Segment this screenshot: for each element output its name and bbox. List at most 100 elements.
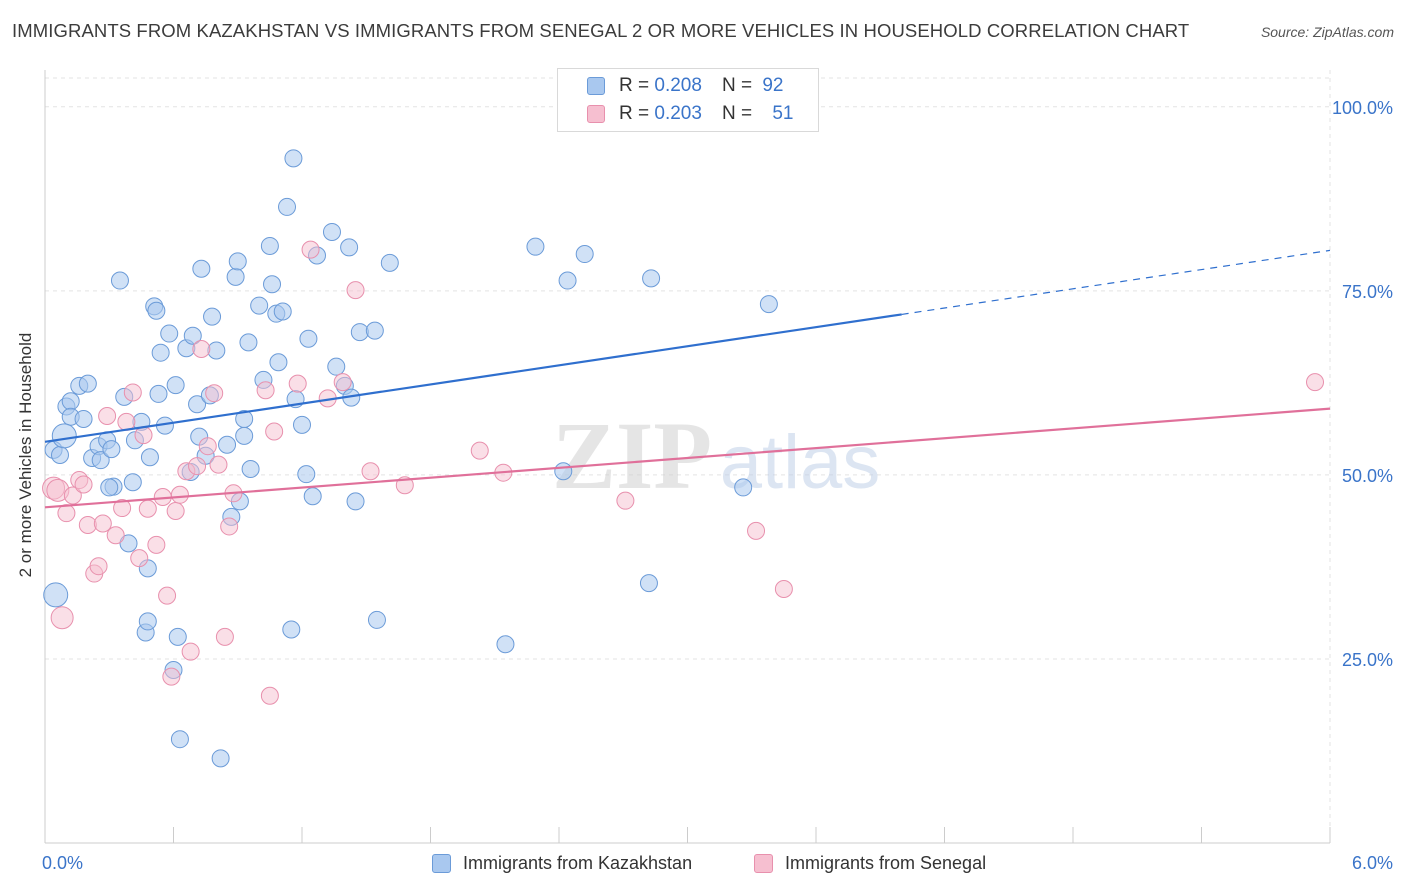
senegal-point bbox=[220, 517, 239, 536]
y-tick-label: 25.0% bbox=[1342, 650, 1393, 670]
legend-r-value: 0.208 bbox=[654, 75, 702, 96]
kazakhstan-point bbox=[160, 324, 179, 343]
kazakhstan-point bbox=[380, 253, 399, 272]
x-tick-label: 0.0% bbox=[42, 853, 83, 873]
senegal-point bbox=[747, 521, 766, 540]
kazakhstan-point bbox=[367, 610, 386, 629]
kazakhstan-point bbox=[218, 435, 237, 454]
bottom-legend-swatch-kazakhstan bbox=[432, 854, 451, 873]
bottom-legend-kazakhstan[interactable]: Immigrants from Kazakhstan bbox=[432, 853, 692, 874]
kazakhstan-point bbox=[183, 326, 202, 345]
kazakhstan-point bbox=[303, 487, 322, 506]
senegal-point bbox=[78, 515, 97, 534]
senegal-point bbox=[98, 407, 117, 426]
kazakhstan-point bbox=[51, 423, 77, 449]
senegal-point bbox=[138, 499, 157, 518]
senegal-point bbox=[209, 455, 228, 474]
kazakhstan-point bbox=[322, 222, 341, 241]
kazakhstan-point bbox=[759, 295, 778, 314]
kazakhstan-point bbox=[61, 392, 80, 411]
senegal-point bbox=[333, 373, 352, 392]
trend-lines bbox=[44, 249, 1331, 509]
kazakhstan-point bbox=[119, 534, 138, 553]
senegal-point bbox=[260, 686, 279, 705]
senegal-point bbox=[93, 514, 112, 533]
x-tick-label: 6.0% bbox=[1352, 853, 1393, 873]
chart-title: IMMIGRANTS FROM KAZAKHSTAN VS IMMIGRANTS… bbox=[12, 20, 1190, 41]
senegal-point bbox=[188, 457, 207, 476]
legend-r-label: R = bbox=[619, 75, 650, 96]
kazakhstan-points bbox=[43, 149, 778, 768]
kazakhstan-point bbox=[734, 478, 753, 497]
senegal-points bbox=[42, 240, 1325, 705]
kazakhstan-point bbox=[170, 730, 189, 749]
kazakhstan-point bbox=[327, 357, 346, 376]
bottom-legend-label: Immigrants from Kazakhstan bbox=[463, 853, 693, 873]
kazakhstan-point bbox=[149, 384, 168, 403]
senegal-point bbox=[147, 535, 166, 554]
kazakhstan-point bbox=[269, 353, 288, 372]
chart-source: Source: ZipAtlas.com bbox=[1260, 24, 1394, 40]
senegal-point bbox=[198, 437, 217, 456]
y-tick-label: 50.0% bbox=[1342, 466, 1393, 486]
kazakhstan-point bbox=[228, 252, 247, 271]
kazakhstan-point bbox=[140, 448, 159, 467]
kazakhstan-point bbox=[192, 259, 211, 278]
legend-row-senegal: R = 0.203 N = 51 bbox=[558, 101, 793, 127]
kazakhstan-point bbox=[151, 343, 170, 362]
tick-labels: 25.0% 50.0% 75.0% 100.0% 0.0% 6.0% bbox=[42, 98, 1393, 873]
kazakhstan-point bbox=[138, 612, 157, 631]
kazakhstan-point bbox=[297, 465, 316, 484]
senegal-point bbox=[63, 486, 82, 505]
senegal-point bbox=[106, 526, 125, 545]
senegal-point bbox=[1306, 373, 1325, 392]
kazakhstan-point bbox=[50, 446, 69, 465]
senegal-point bbox=[162, 667, 181, 686]
legend-n-label: N = bbox=[721, 75, 753, 96]
kazakhstan-point bbox=[168, 627, 187, 646]
kazakhstan-point bbox=[166, 376, 185, 395]
legend-swatch-senegal bbox=[587, 105, 605, 123]
kazakhstan-point bbox=[74, 409, 93, 428]
senegal-point bbox=[265, 422, 284, 441]
senegal-point bbox=[130, 549, 149, 568]
kazakhstan-point bbox=[639, 574, 658, 593]
kazakhstan-point bbox=[293, 415, 311, 434]
senegal-point bbox=[205, 384, 224, 403]
kazakhstan-point bbox=[282, 620, 301, 639]
legend-n-label: N = bbox=[721, 103, 753, 124]
kazakhstan-point bbox=[203, 307, 222, 326]
kazakhstan-point bbox=[78, 374, 97, 393]
kazakhstan-point bbox=[284, 149, 303, 168]
legend: R = 0.208 N = 92 R = 0.203 N = 51 bbox=[557, 68, 819, 132]
legend-r-value: 0.203 bbox=[654, 103, 702, 124]
kazakhstan-point bbox=[239, 333, 258, 352]
kazakhstan-point bbox=[102, 440, 121, 459]
kazakhstan-point bbox=[263, 275, 282, 294]
kazakhstan-point bbox=[526, 237, 545, 256]
kazakhstan-point bbox=[110, 271, 129, 290]
y-tick-label: 100.0% bbox=[1332, 98, 1393, 118]
senegal-point bbox=[158, 586, 177, 605]
legend-row-kazakhstan: R = 0.208 N = 92 bbox=[558, 73, 783, 99]
kazakhstan-point bbox=[226, 267, 245, 286]
kazakhstan-point bbox=[250, 296, 269, 315]
kazakhstan-point bbox=[365, 321, 384, 340]
kazakhstan-point bbox=[91, 451, 110, 470]
senegal-point bbox=[288, 374, 307, 393]
senegal-point bbox=[166, 501, 185, 520]
senegal-trend-line bbox=[44, 407, 1331, 509]
senegal-point bbox=[256, 381, 275, 400]
kazakhstan-point bbox=[558, 271, 577, 290]
kazakhstan-point bbox=[575, 245, 594, 264]
kazakhstan-point bbox=[207, 341, 226, 360]
kazakhstan-point bbox=[188, 395, 207, 414]
senegal-point bbox=[346, 281, 365, 300]
kazakhstan-point bbox=[235, 426, 254, 445]
y-tick-label: 75.0% bbox=[1342, 282, 1393, 302]
kazakhstan-point bbox=[211, 749, 230, 768]
kazakhstan-point bbox=[299, 329, 318, 348]
bottom-legend-senegal[interactable]: Immigrants from Senegal bbox=[754, 853, 986, 874]
senegal-point bbox=[616, 491, 635, 510]
senegal-point bbox=[123, 383, 142, 402]
